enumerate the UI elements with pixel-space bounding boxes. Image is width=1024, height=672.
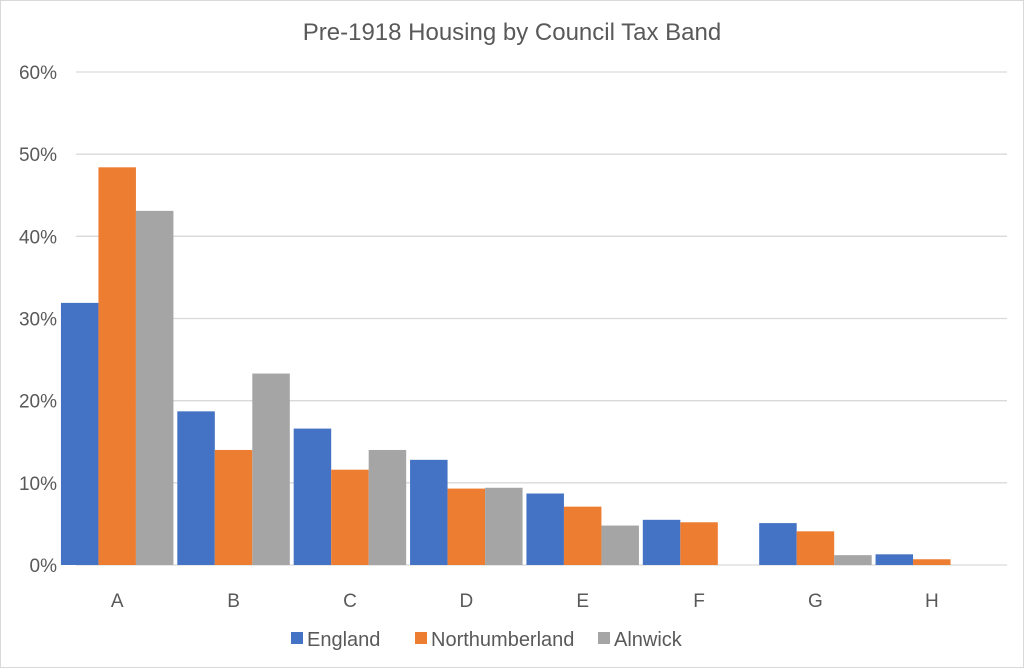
y-tick-label: 50%	[19, 145, 57, 166]
bar-england-f	[642, 519, 681, 565]
y-tick-label: 60%	[19, 63, 57, 84]
bar-northumberland-e	[563, 506, 602, 565]
bar-alnwick-g	[834, 555, 872, 565]
bar-northumberland-f	[680, 522, 718, 565]
bar-england-b	[177, 411, 215, 565]
legend-label-northumberland: Northumberland	[431, 629, 574, 651]
bar-northumberland-h	[913, 559, 951, 565]
chart-title: Pre-1918 Housing by Council Tax Band	[303, 19, 721, 46]
y-axis-ticks: 0% 10% 20% 30% 40% 50% 60%	[19, 63, 57, 577]
bar-england-c	[293, 428, 332, 565]
bar-northumberland-a	[98, 167, 136, 565]
x-tick-label: E	[576, 591, 589, 612]
bar-northumberland-d	[447, 488, 486, 565]
bar-northumberland-b	[214, 449, 253, 565]
bar-northumberland-g	[796, 531, 835, 565]
legend-swatch-northumberland	[415, 632, 427, 644]
legend-label-england: England	[307, 629, 380, 651]
bar-alnwick-d	[485, 487, 523, 565]
legend-swatch-alnwick	[598, 632, 610, 644]
legend-label-alnwick: Alnwick	[614, 629, 683, 651]
x-tick-label: F	[693, 591, 705, 612]
bar-england-d	[410, 459, 448, 565]
x-tick-label: B	[227, 591, 240, 612]
bar-alnwick-e	[601, 525, 639, 565]
bar-alnwick-a	[135, 210, 174, 565]
x-tick-label: H	[925, 591, 939, 612]
bar-england-e	[526, 493, 564, 565]
x-axis-ticks: A B C D E F G H	[111, 591, 939, 612]
bar-england-g	[759, 523, 797, 565]
bar-england-a	[60, 302, 99, 565]
x-tick-label: D	[459, 591, 473, 612]
y-tick-label: 20%	[19, 392, 57, 413]
y-tick-label: 0%	[30, 556, 58, 577]
y-tick-label: 30%	[19, 310, 57, 331]
bar-alnwick-c	[368, 449, 407, 565]
legend: England Northumberland Alnwick	[291, 629, 683, 651]
y-tick-label: 10%	[19, 474, 57, 495]
x-tick-label: G	[808, 591, 823, 612]
bar-england-h	[875, 554, 914, 565]
bar-northumberland-c	[331, 469, 369, 565]
legend-swatch-england	[291, 632, 303, 644]
x-tick-label: A	[111, 591, 124, 612]
x-tick-label: C	[343, 591, 357, 612]
bars	[60, 167, 951, 565]
y-tick-label: 40%	[19, 227, 57, 248]
bar-alnwick-b	[252, 373, 290, 565]
